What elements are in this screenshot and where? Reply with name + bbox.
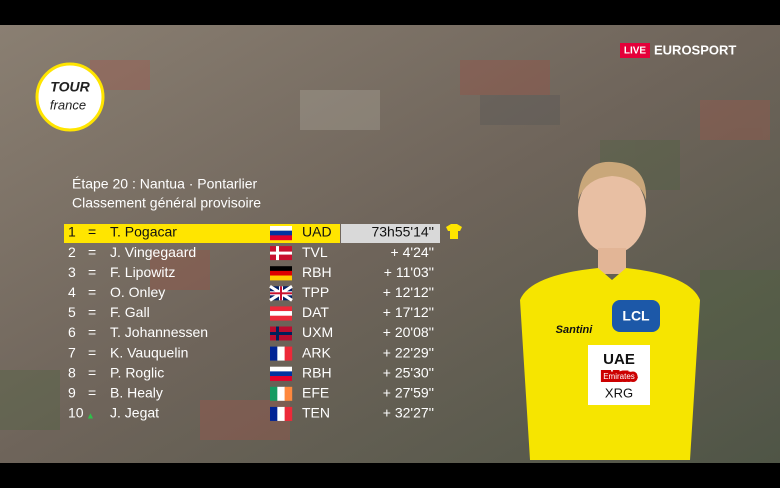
flag xyxy=(270,235,292,241)
stage-text: Étape 20 : Nantua · Pontarlier xyxy=(72,176,258,192)
movement: ▲ xyxy=(86,410,95,420)
flag xyxy=(270,311,292,316)
flag xyxy=(270,386,278,401)
movement: = xyxy=(88,244,96,260)
rider-name: O. Onley xyxy=(110,284,165,300)
flag xyxy=(270,315,292,321)
time: 73h55'14'' xyxy=(371,224,434,240)
flag xyxy=(270,332,292,335)
team-code: TPP xyxy=(302,284,329,300)
team-code: RBH xyxy=(302,364,332,380)
rider-name: B. Healy xyxy=(110,385,163,401)
team-code: ARK xyxy=(302,344,331,360)
live-text: LIVE xyxy=(624,46,647,57)
rider-name: F. Lipowitz xyxy=(110,264,175,280)
live-badge xyxy=(620,43,650,58)
tour-logo xyxy=(35,62,105,132)
flag xyxy=(270,251,292,255)
time: + 27'59'' xyxy=(383,385,434,401)
team-code: EFE xyxy=(302,385,329,401)
rider-name: K. Vauquelin xyxy=(110,344,188,360)
rider-name: T. Johannessen xyxy=(110,324,208,340)
rank: 1 xyxy=(68,224,76,240)
rank: 9 xyxy=(68,385,76,401)
time: + 4'24'' xyxy=(391,244,434,260)
standings: 1 = T. Pogacar UAD 73h55'14'' 2 = J. Vingegaard… xyxy=(64,224,462,421)
team-code: UXM xyxy=(302,324,333,340)
flag xyxy=(270,266,292,272)
jersey-text: Santini xyxy=(556,324,594,336)
movement: = xyxy=(88,364,96,380)
rank: 8 xyxy=(68,364,76,380)
rank: 3 xyxy=(68,264,76,280)
channel-text: EUROSPORT xyxy=(654,42,736,57)
team-code: RBH xyxy=(302,264,332,280)
leader-time-box xyxy=(341,224,440,243)
flag xyxy=(270,275,292,281)
flag xyxy=(270,406,278,421)
flag xyxy=(277,346,285,361)
time: + 25'30'' xyxy=(383,364,434,380)
rank: 10 xyxy=(68,405,84,421)
flag xyxy=(284,386,293,401)
flag xyxy=(270,226,292,231)
jersey-text: UAE xyxy=(603,351,635,368)
rank: 4 xyxy=(68,284,76,300)
rider-name: T. Pogacar xyxy=(110,224,177,240)
rank: 5 xyxy=(68,304,76,320)
movement: = xyxy=(88,385,96,401)
team-code: TEN xyxy=(302,405,330,421)
time: + 12'12'' xyxy=(383,284,434,300)
flag xyxy=(270,371,292,377)
flag xyxy=(270,346,278,361)
jersey-text: Emirates xyxy=(603,372,635,381)
movement: = xyxy=(88,304,96,320)
team-code: UAD xyxy=(302,224,332,240)
rider-name: J. Vingegaard xyxy=(110,244,196,260)
jersey-text: XRG xyxy=(605,385,633,400)
time: + 17'12'' xyxy=(383,304,434,320)
time: + 32'27'' xyxy=(383,405,434,421)
rider-name: P. Roglic xyxy=(110,364,164,380)
movement: = xyxy=(88,344,96,360)
flag xyxy=(270,376,292,381)
flag xyxy=(284,406,293,421)
time: + 22'29'' xyxy=(383,344,434,360)
movement: = xyxy=(88,284,96,300)
rank: 2 xyxy=(68,244,76,260)
time: + 20'08'' xyxy=(383,324,434,340)
flag xyxy=(270,306,292,312)
rank: 7 xyxy=(68,344,76,360)
flag xyxy=(270,230,292,236)
rider-name: F. Gall xyxy=(110,304,150,320)
flag xyxy=(277,386,285,401)
yellow-jersey-icon xyxy=(446,224,462,239)
flag xyxy=(270,270,292,276)
flag xyxy=(270,366,292,372)
movement: = xyxy=(88,264,96,280)
rider xyxy=(520,161,700,460)
flag xyxy=(277,406,285,421)
team-code: DAT xyxy=(302,304,329,320)
leader-highlight xyxy=(64,224,340,243)
team-code: TVL xyxy=(302,244,328,260)
rank: 6 xyxy=(68,324,76,340)
flag xyxy=(284,346,293,361)
jersey-text: LCL xyxy=(622,308,650,324)
table-title: Classement général provisoire xyxy=(72,195,261,211)
movement: = xyxy=(88,324,96,340)
logo-text: france xyxy=(50,97,86,112)
flag xyxy=(270,292,292,295)
rider-name: J. Jegat xyxy=(110,405,159,421)
logo-text: TOUR xyxy=(50,79,90,95)
time: + 11'03'' xyxy=(384,264,434,280)
movement: = xyxy=(88,224,96,240)
